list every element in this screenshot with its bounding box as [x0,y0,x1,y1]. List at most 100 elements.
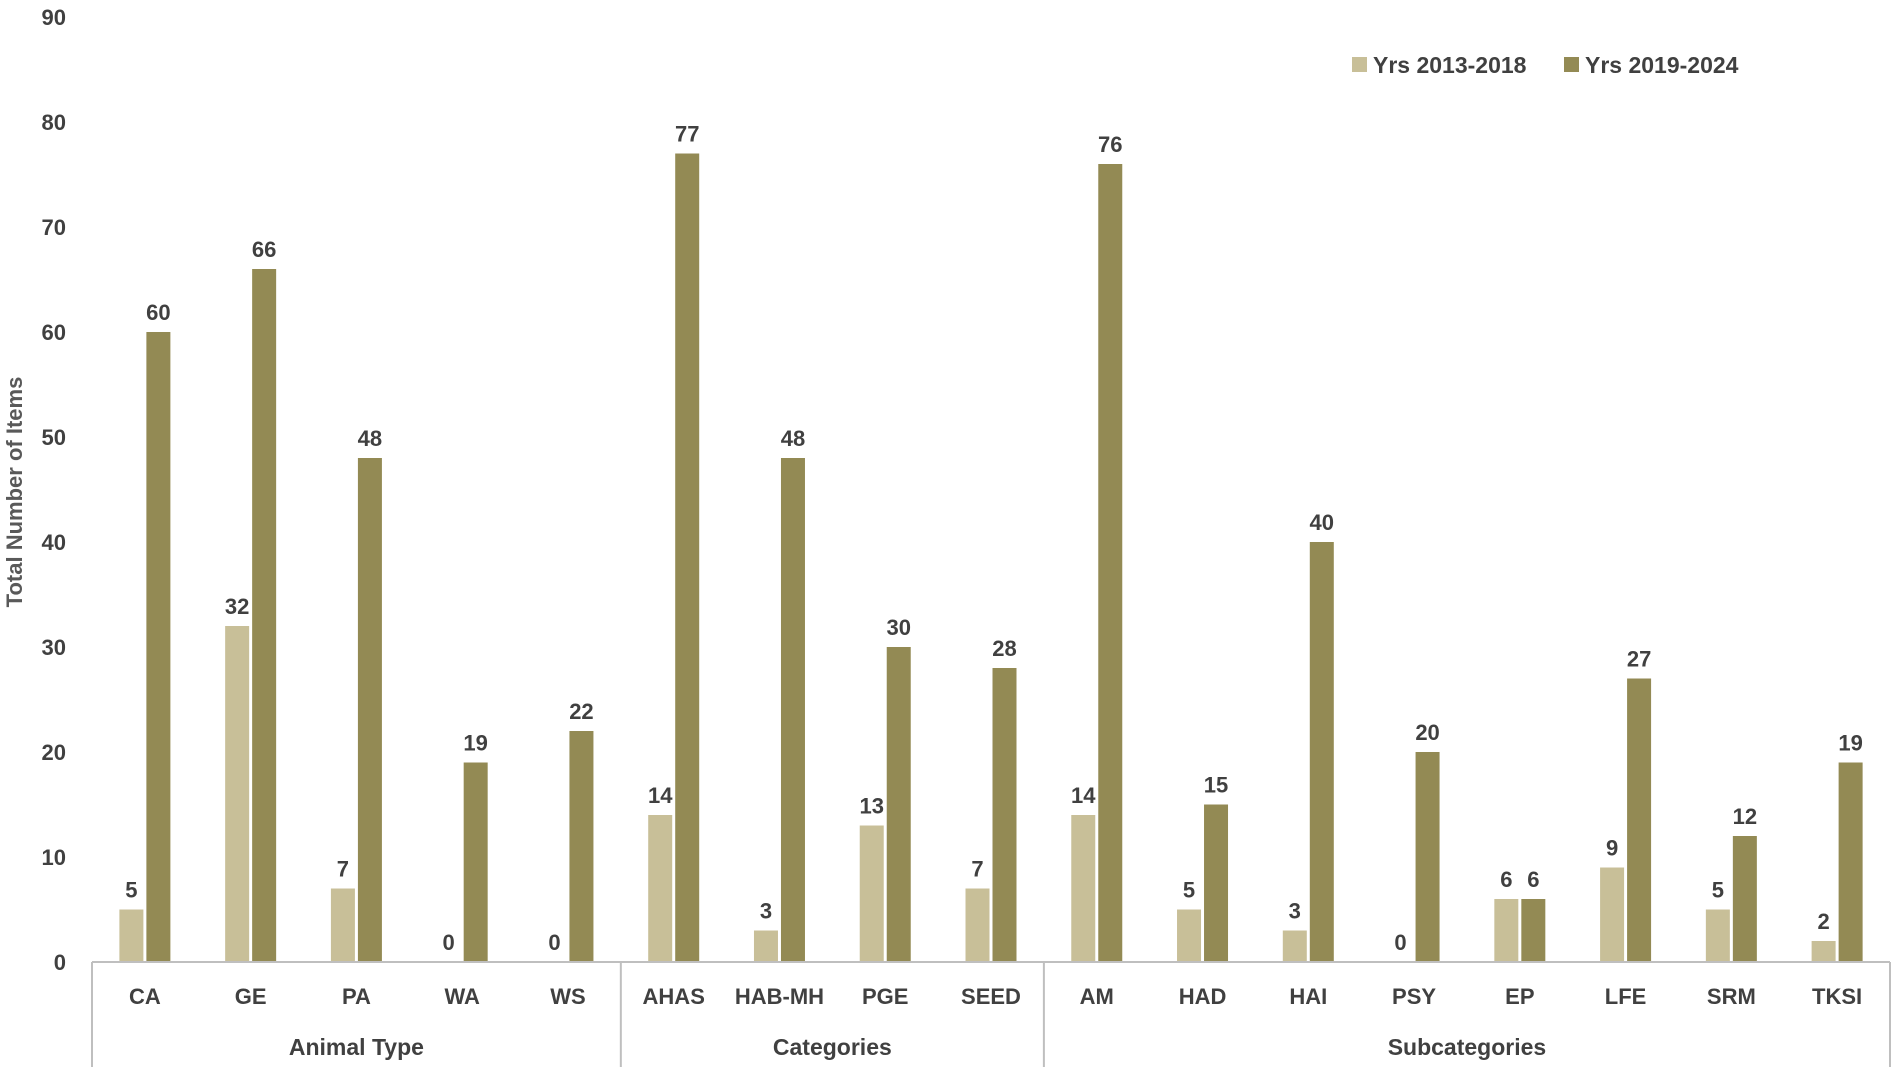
y-tick-label: 40 [42,530,66,555]
bar-series2-hab-mh [780,458,805,962]
data-label: 2 [1817,909,1829,934]
bar-series2-pa [357,458,382,962]
data-label: 7 [337,857,349,882]
data-label: 3 [1289,899,1301,924]
data-label: 14 [1071,783,1096,808]
bar-series2-hai [1309,542,1334,962]
data-label: 6 [1527,867,1539,892]
bar-series1-ep [1494,899,1519,962]
bar-series2-seed [992,668,1017,962]
x-category-label: PGE [862,984,908,1009]
y-tick-label: 70 [42,215,66,240]
bar-series2-ge [252,269,277,962]
data-label: 3 [760,899,772,924]
bar-series1-pge [859,825,884,962]
x-category-label: HAB-MH [735,984,824,1009]
legend-swatch [1564,57,1579,72]
x-category-label: AHAS [643,984,705,1009]
x-category-label: SEED [961,984,1021,1009]
data-label: 20 [1415,720,1439,745]
x-axis-group-labels: Animal Type Categories Subcategories [289,1034,1546,1060]
y-tick-label: 80 [42,110,66,135]
data-label: 66 [252,237,276,262]
data-label: 48 [358,426,382,451]
x-axis-category-labels: CA GE PA WA WS AHAS HAB-MH PGE SEED AM HAD HAI PSY EP… [129,984,1862,1009]
y-tick-label: 10 [42,845,66,870]
data-label: 28 [992,636,1016,661]
x-category-label: SRM [1707,984,1756,1009]
x-axis [91,961,1891,1067]
legend-label: Yrs 2013-2018 [1373,52,1527,78]
x-category-label: WA [444,984,480,1009]
x-group-label: Animal Type [289,1034,424,1060]
x-category-label: PSY [1392,984,1436,1009]
data-label: 19 [1838,731,1862,756]
data-label: 12 [1733,804,1757,829]
x-category-label: AM [1080,984,1114,1009]
data-label: 76 [1098,132,1122,157]
data-label: 5 [1712,878,1724,903]
bar-series1-srm [1705,909,1730,962]
x-category-label: LFE [1605,984,1647,1009]
x-category-label: PA [342,984,371,1009]
bar-series2-srm [1732,836,1757,962]
data-label: 0 [443,930,455,955]
data-label: 5 [125,878,137,903]
bar-series1-tksi [1811,941,1836,962]
y-axis-ticks: 0 10 20 30 40 50 60 70 80 90 [42,5,66,975]
legend-swatch [1352,57,1367,72]
data-label: 6 [1500,867,1512,892]
y-tick-label: 90 [42,5,66,30]
bar-series2-ws [569,731,594,962]
bar-series1-hab-mh [753,930,778,962]
data-label: 7 [971,857,983,882]
bar-series2-wa [463,762,488,962]
data-label: 15 [1204,773,1228,798]
data-label: 5 [1183,878,1195,903]
bars [119,153,1863,962]
bar-series2-psy [1415,752,1440,962]
legend-label: Yrs 2019-2024 [1585,52,1739,78]
bar-series2-am [1098,164,1123,962]
x-category-label: WS [550,984,585,1009]
x-category-label: CA [129,984,161,1009]
data-label: 22 [569,699,593,724]
bar-series2-had [1204,804,1229,962]
data-label: 27 [1627,647,1651,672]
bar-series2-ahas [675,153,700,962]
data-label: 14 [648,783,673,808]
bar-series1-ahas [648,815,673,962]
y-tick-label: 60 [42,320,66,345]
bar-series1-am [1071,815,1096,962]
bar-series2-lfe [1627,678,1652,962]
x-category-label: HAI [1289,984,1327,1009]
data-label: 19 [463,731,487,756]
x-category-label: GE [235,984,267,1009]
x-category-label: HAD [1179,984,1227,1009]
bar-series2-pge [886,647,911,962]
y-axis-title: Total Number of Items [2,377,27,608]
data-label: 60 [146,300,170,325]
y-tick-label: 0 [54,950,66,975]
data-label: 77 [675,122,699,147]
data-label: 30 [886,615,910,640]
data-label: 0 [548,930,560,955]
data-label: 13 [859,794,883,819]
data-label: 32 [225,594,249,619]
data-label: 40 [1310,510,1334,535]
y-tick-label: 30 [42,635,66,660]
y-tick-label: 20 [42,740,66,765]
data-label: 0 [1394,930,1406,955]
x-category-label: TKSI [1812,984,1862,1009]
x-category-label: EP [1505,984,1534,1009]
legend: Yrs 2013-2018 Yrs 2019-2024 [1352,52,1739,78]
bar-series1-pa [330,888,355,962]
bar-series2-ca [146,332,171,962]
data-label: 9 [1606,836,1618,861]
bar-series1-had [1177,909,1202,962]
bar-series1-lfe [1600,867,1625,962]
bar-series1-seed [965,888,990,962]
y-tick-label: 50 [42,425,66,450]
